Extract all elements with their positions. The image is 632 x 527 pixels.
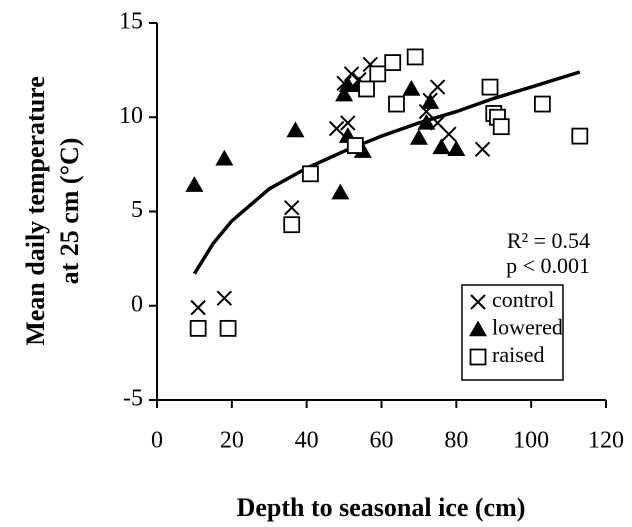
y-axis-title: Mean daily temperature [21, 76, 50, 346]
point [358, 80, 375, 98]
point [331, 183, 350, 200]
point [219, 319, 237, 337]
point [441, 126, 457, 142]
y-tick-label: 10 [119, 103, 143, 129]
legend-marker [469, 348, 487, 366]
x-tick-label: 60 [370, 428, 394, 454]
point [533, 95, 551, 113]
point [402, 79, 421, 96]
point [447, 140, 466, 157]
point [421, 93, 440, 109]
point [335, 85, 354, 102]
point [190, 299, 206, 316]
x-axis-title: Depth to seasonal ice (cm) [237, 493, 526, 522]
y-tick-label: -5 [123, 386, 143, 412]
point [429, 79, 446, 95]
point [409, 128, 428, 145]
y-axis-title: at 25 cm (°C) [55, 138, 84, 285]
point [384, 54, 402, 71]
x-tick-label: 40 [295, 428, 319, 454]
point [432, 138, 451, 155]
point [571, 127, 589, 145]
point [481, 78, 499, 96]
point [189, 319, 207, 337]
annotation: R² = 0.54 [507, 228, 590, 253]
point [369, 65, 387, 83]
y-tick-label: 15 [119, 9, 143, 35]
annotation: p < 0.001 [506, 253, 590, 278]
x-tick-label: 100 [513, 428, 549, 454]
point [346, 137, 364, 154]
point [283, 200, 300, 216]
x-tick-label: 20 [220, 428, 244, 454]
x-tick-label: 0 [151, 428, 163, 454]
point [215, 149, 234, 166]
point [328, 120, 345, 137]
y-tick-label: 0 [131, 291, 143, 317]
y-tick-label: 5 [131, 197, 143, 223]
point [286, 121, 305, 138]
x-tick-label: 80 [444, 428, 468, 454]
legend-label: control [492, 287, 554, 312]
point [340, 115, 356, 131]
x-tick-label: 120 [588, 428, 624, 454]
point [417, 113, 436, 130]
legend-label: lowered [492, 315, 563, 340]
point [302, 165, 319, 183]
legend-marker [469, 320, 487, 337]
point [185, 176, 204, 192]
point [216, 290, 233, 306]
legend-label: raised [492, 342, 545, 367]
point [492, 118, 510, 136]
point [474, 141, 491, 158]
point [283, 216, 301, 234]
point [406, 48, 424, 66]
point [388, 95, 405, 113]
legend-marker [470, 294, 486, 310]
